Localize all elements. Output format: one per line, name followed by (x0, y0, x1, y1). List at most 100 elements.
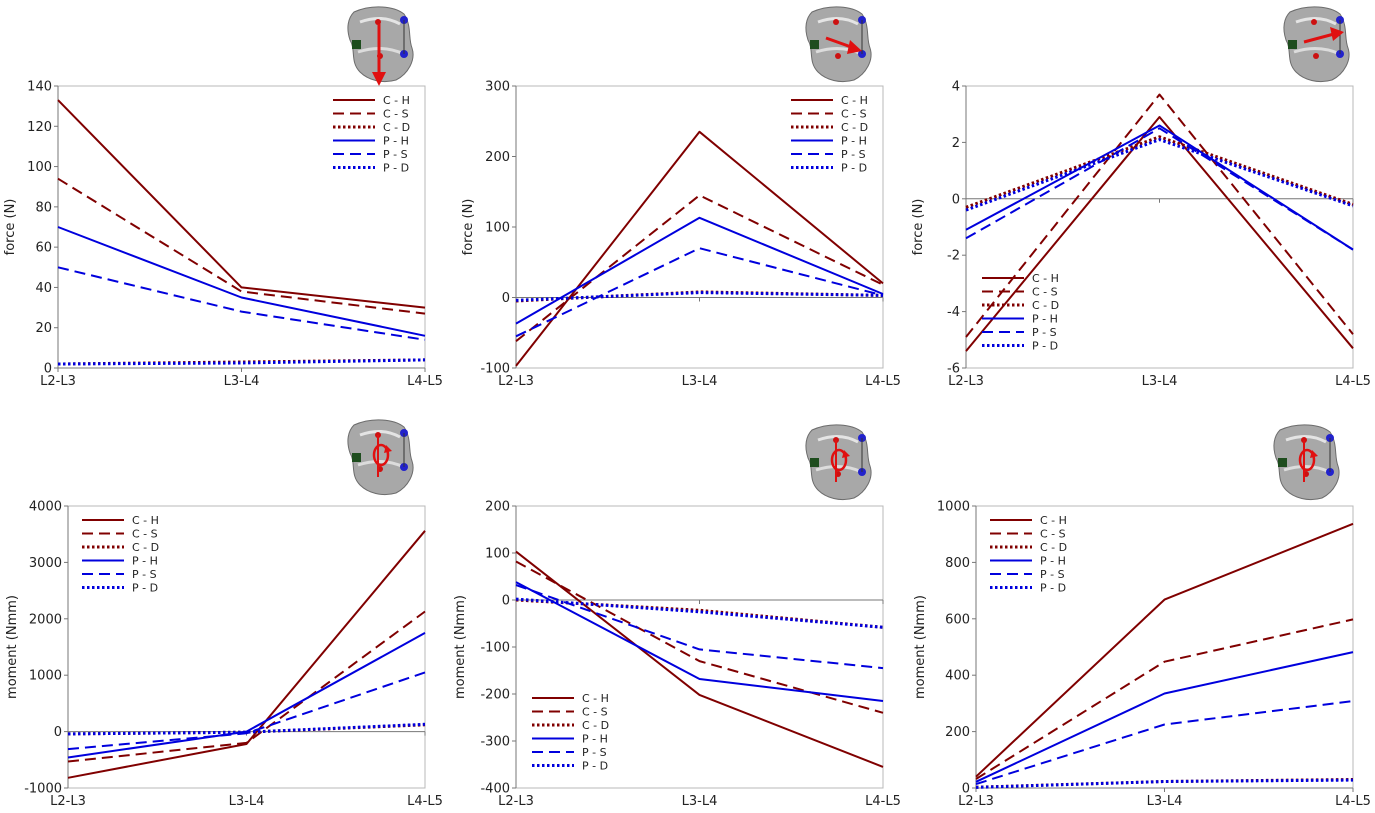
y-tick-label: -6 (947, 362, 960, 377)
y-tick-label: -300 (480, 735, 510, 750)
legend-label: P - S (132, 568, 157, 581)
chart-panel: -1000 0 1000 2000 3000 4000 L2-L3 L3-L4 L4-L5 mom… (5, 419, 443, 809)
moment-arrow (372, 443, 390, 467)
x-tick-label: L2-L3 (40, 374, 76, 389)
series-line-c-s (67, 610, 426, 763)
y-tick-label: 0 (54, 725, 62, 740)
marker-dot (375, 19, 381, 25)
vertebra-shape (805, 6, 872, 83)
y-tick-label: 4000 (29, 500, 62, 515)
plot-frame (67, 505, 426, 789)
legend-label: C - S (1032, 286, 1058, 299)
series-line-c-h (515, 550, 884, 768)
y-tick-label: 20 (35, 321, 52, 336)
vertebra-highlight (817, 435, 859, 444)
y-axis-label: moment (Nmm) (913, 595, 928, 699)
series-line-p-d (515, 291, 884, 302)
disc-marker (1288, 40, 1297, 49)
y-tick-label: 120 (27, 120, 52, 135)
x-tick-label: L3-L4 (1147, 794, 1183, 809)
series-line-p-s (975, 700, 1354, 786)
x-tick-label: L4-L5 (407, 374, 443, 389)
disc-marker (352, 453, 361, 462)
legend: C - HC - SC - DP - HP - SP - D (982, 272, 1059, 353)
moment-arrow-head (1310, 450, 1318, 458)
spine-icon (347, 419, 414, 496)
x-tick-label: L3-L4 (682, 794, 718, 809)
chart-panel: -400 -300 -200 -100 0 100 200 L2-L3 L3-L4 L4-L5 mo… (453, 424, 901, 809)
chart-panel: 0 20 40 60 80 100 120 140 L2-L3 L3-L4 L4-L5 force (… (3, 6, 443, 389)
y-tick-label: 100 (27, 160, 52, 175)
x-tick-label: L2-L3 (50, 794, 86, 809)
marker-dot (833, 19, 839, 25)
series-line-p-s (965, 127, 1354, 251)
y-tick-label: 2 (952, 136, 960, 151)
series-line-p-d (57, 358, 426, 366)
legend: C - HC - SC - DP - HP - SP - D (532, 692, 609, 773)
y-tick-label: -400 (480, 782, 510, 797)
y-tick-label: 200 (485, 150, 510, 165)
vertebra-highlight (359, 17, 401, 26)
legend-label: P - S (383, 148, 408, 161)
series-line-p-h (67, 632, 426, 759)
series-line-c-s (515, 560, 884, 714)
y-tick-label: 0 (502, 594, 510, 609)
vertebra-shape (347, 419, 414, 496)
force-arrow-shaft (1303, 32, 1335, 44)
vertebra-shape (1273, 424, 1340, 501)
x-tick-label: L3-L4 (229, 794, 265, 809)
y-tick-label: 4 (952, 80, 960, 95)
plot-frame (975, 505, 1354, 789)
x-tick-label: L4-L5 (1335, 374, 1371, 389)
legend-label: P - H (1032, 313, 1058, 326)
vertebra-shape (1283, 6, 1350, 83)
legend-label: P - D (841, 162, 867, 175)
legend-label: P - S (582, 746, 607, 759)
y-tick-label: 100 (485, 221, 510, 236)
y-tick-label: 100 (485, 547, 510, 562)
y-tick-label: 60 (35, 241, 52, 256)
vertebra-highlight (817, 17, 859, 26)
y-tick-label: 140 (27, 80, 52, 95)
legend-label: C - S (1040, 528, 1066, 541)
legend: C - HC - SC - DP - HP - SP - D (990, 514, 1067, 595)
y-tick-label: 80 (35, 200, 52, 215)
legend-label: C - D (1032, 299, 1059, 312)
legend-label: C - D (132, 541, 159, 554)
y-axis-label: force (N) (461, 199, 476, 256)
y-tick-label: -100 (480, 641, 510, 656)
legend-label: C - D (841, 121, 868, 134)
y-tick-label: 1000 (937, 500, 970, 515)
x-tick-label: L2-L3 (498, 374, 534, 389)
legend-label: C - D (383, 121, 410, 134)
y-tick-label: 3000 (29, 556, 62, 571)
legend-label: C - H (132, 514, 159, 527)
series-line-p-s (515, 247, 884, 338)
series-line-p-h (975, 651, 1354, 783)
x-tick-label: L3-L4 (682, 374, 718, 389)
series-line-c-h (57, 99, 426, 309)
y-axis-label: force (N) (3, 199, 18, 256)
legend-label: P - S (1032, 326, 1057, 339)
spine-icon (347, 6, 414, 86)
series-line-p-d (515, 597, 884, 629)
x-tick-label: L3-L4 (224, 374, 260, 389)
series-line-p-h (515, 581, 884, 702)
y-tick-label: 800 (945, 556, 970, 571)
series-line-p-h (57, 226, 426, 337)
series-line-p-d (965, 138, 1354, 212)
legend-label: C - H (841, 94, 868, 107)
legend-label: C - H (1032, 272, 1059, 285)
legend-label: P - D (1040, 582, 1066, 595)
y-tick-label: 2000 (29, 612, 62, 627)
legend: C - HC - SC - DP - HP - SP - D (791, 94, 868, 175)
disc-marker (352, 40, 361, 49)
legend-label: P - D (132, 582, 158, 595)
series-line-c-s (965, 93, 1354, 338)
spine-icon (805, 6, 872, 83)
x-tick-label: L4-L5 (407, 794, 443, 809)
legend-label: C - H (1040, 514, 1067, 527)
x-tick-label: L2-L3 (498, 794, 534, 809)
legend-label: C - S (582, 706, 608, 719)
